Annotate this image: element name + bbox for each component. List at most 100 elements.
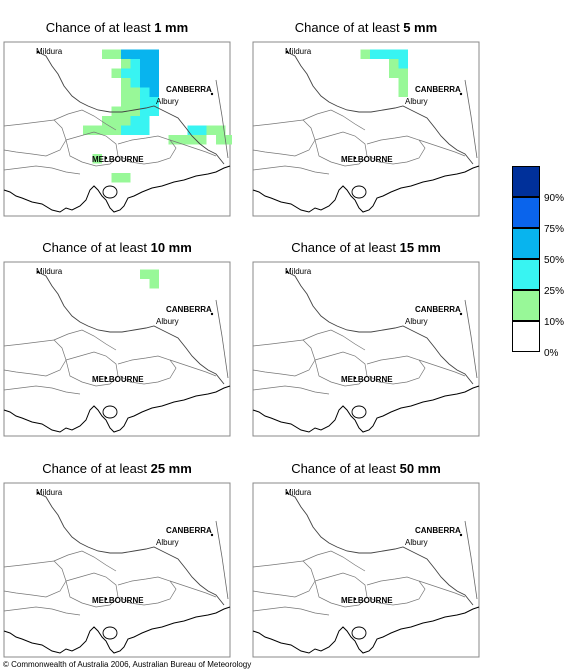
probability-cell [121, 78, 131, 88]
probability-cell [197, 135, 207, 145]
river-border-line [286, 492, 474, 606]
district-boundary [169, 139, 217, 157]
place-label-canberra: CANBERRA [166, 85, 212, 94]
panel-title: Chance of at least 15 mm [291, 240, 441, 255]
port-phillip-bay [351, 626, 367, 640]
river-border-line [37, 271, 225, 385]
probability-cell [216, 135, 226, 145]
panel-title: Chance of at least 50 mm [291, 461, 441, 476]
coastline [3, 165, 231, 213]
place-label-melbourne: MELBOURNE [341, 155, 393, 164]
probability-cell [398, 78, 408, 88]
district-boundary [302, 550, 366, 572]
probability-cell [140, 59, 150, 69]
probability-cell [130, 59, 140, 69]
district-boundary [65, 572, 119, 608]
state-border-line [215, 299, 229, 379]
probability-cell [121, 125, 131, 135]
city-marker [285, 270, 289, 274]
legend: 90% 75% 50% 25% 10% 0% [512, 166, 570, 366]
place-label-albury: Albury [156, 97, 179, 106]
coastline [3, 606, 231, 654]
probability-cell [121, 87, 131, 97]
probability-cell [130, 49, 140, 59]
probability-cell [149, 269, 159, 279]
place-label-albury: Albury [405, 317, 428, 326]
district-boundary [3, 385, 81, 395]
city-marker [459, 312, 463, 316]
district-boundary [418, 139, 466, 157]
probability-cell [130, 78, 140, 88]
probability-cell [111, 49, 121, 59]
city-marker [210, 312, 214, 316]
place-label-melbourne: MELBOURNE [341, 596, 393, 605]
district-boundary [117, 576, 177, 606]
probability-cell [140, 49, 150, 59]
port-phillip-bay [102, 405, 118, 419]
probability-cell [121, 68, 131, 78]
district-boundary [117, 355, 177, 385]
place-label-canberra: CANBERRA [166, 305, 212, 314]
state-border-line [215, 520, 229, 600]
district-boundary [3, 165, 81, 175]
district-boundary [314, 131, 368, 167]
legend-label: 0% [544, 348, 559, 359]
probability-cell [140, 78, 150, 88]
probability-cell [121, 49, 131, 59]
district-boundary [169, 359, 217, 377]
coastline [252, 606, 480, 654]
probability-cell [149, 68, 159, 78]
state-border-line [215, 79, 229, 159]
district-boundary [418, 359, 466, 377]
district-boundary [418, 580, 466, 598]
probability-cell [83, 125, 93, 135]
probability-cell [121, 116, 131, 126]
probability-cell [130, 68, 140, 78]
city-marker [285, 491, 289, 495]
port-phillip-bay [102, 185, 118, 199]
probability-cell [140, 116, 150, 126]
district-boundary [53, 109, 117, 131]
city-marker [459, 92, 463, 96]
probability-cell [149, 49, 159, 59]
legend-swatch [512, 197, 540, 228]
probability-cell [102, 125, 112, 135]
city-marker [353, 597, 357, 601]
probability-cell [111, 116, 121, 126]
probability-cell [130, 116, 140, 126]
place-label-mildura: Mildura [36, 267, 63, 276]
probability-cell [398, 87, 408, 97]
probability-cell [149, 59, 159, 69]
place-label-canberra: CANBERRA [166, 526, 212, 535]
probability-cell [130, 97, 140, 107]
place-label-melbourne: MELBOURNE [341, 375, 393, 384]
district-boundary [302, 109, 366, 131]
map-frame [252, 261, 480, 437]
legend-label: 50% [544, 255, 565, 266]
map-frame [3, 482, 231, 658]
district-boundary [314, 351, 368, 387]
probability-cell [187, 125, 197, 135]
place-label-mildura: Mildura [285, 488, 312, 497]
city-marker [36, 491, 40, 495]
probability-cell [149, 87, 159, 97]
place-label-mildura: Mildura [285, 47, 312, 56]
place-label-melbourne: MELBOURNE [92, 155, 144, 164]
probability-cell [121, 97, 131, 107]
city-marker [104, 376, 108, 380]
coastline [3, 385, 231, 433]
probability-cell [149, 279, 159, 289]
place-label-mildura: Mildura [36, 488, 63, 497]
map-frame [252, 41, 480, 217]
probability-cell [140, 68, 150, 78]
city-marker [104, 597, 108, 601]
district-boundary [366, 355, 426, 385]
district-boundary [65, 351, 119, 387]
port-phillip-bay [102, 626, 118, 640]
probability-cell [216, 125, 226, 135]
legend-label: 10% [544, 317, 565, 328]
probability-cell [379, 49, 389, 59]
probability-cell [197, 125, 207, 135]
map-frame [3, 261, 231, 437]
legend-label: 90% [544, 193, 565, 204]
